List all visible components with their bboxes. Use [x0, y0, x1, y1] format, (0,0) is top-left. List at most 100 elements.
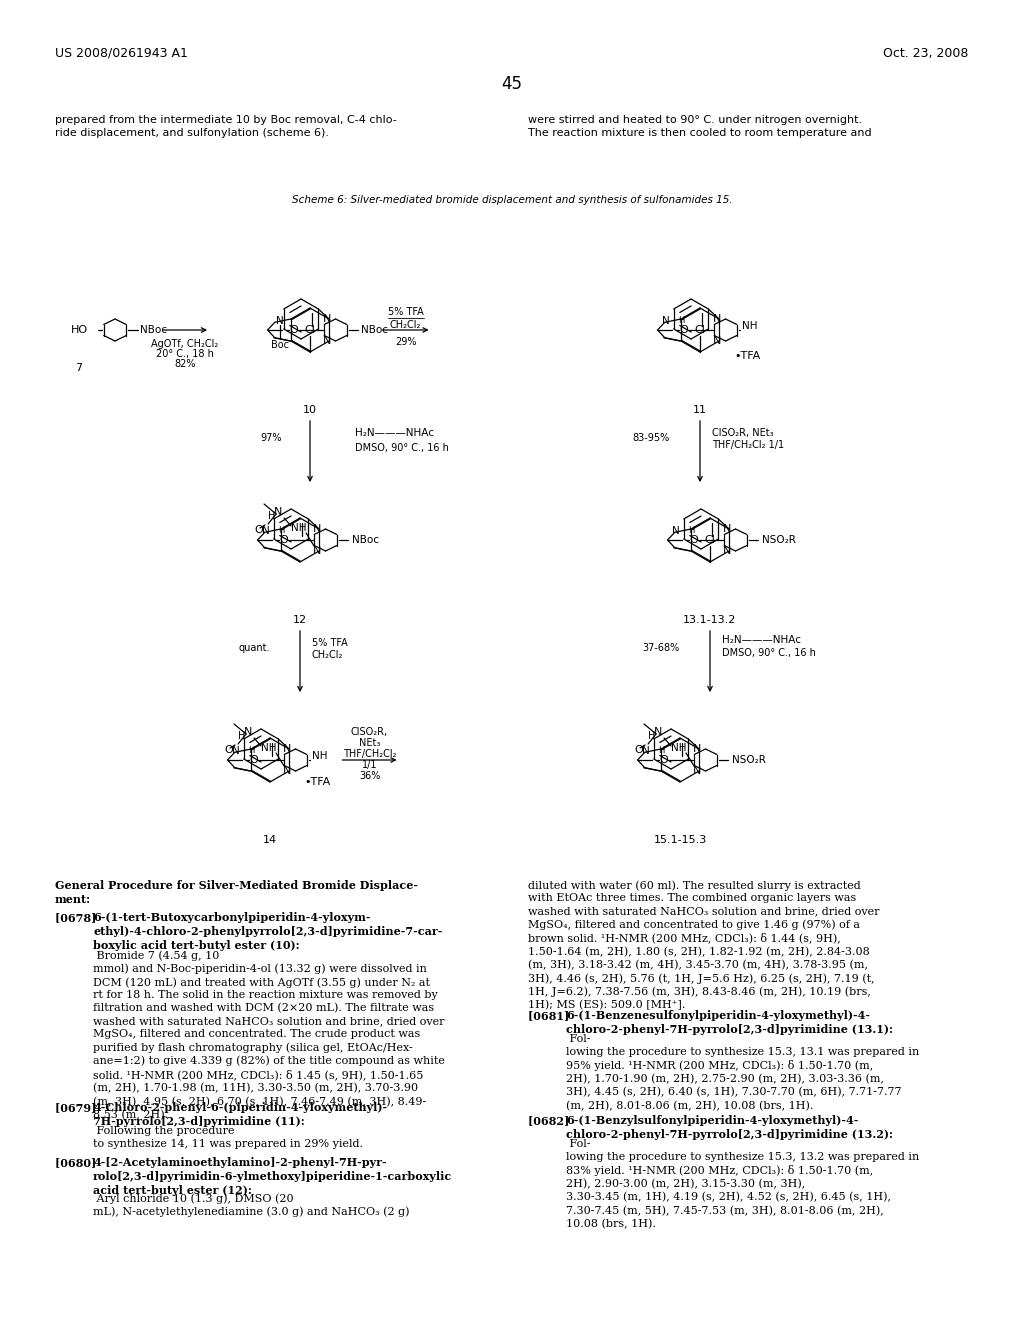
Text: N: N — [232, 746, 240, 755]
Text: ClSO₂R,: ClSO₂R, — [351, 727, 388, 737]
Text: 29%: 29% — [395, 337, 417, 347]
Text: H: H — [648, 731, 655, 741]
Text: N: N — [663, 315, 670, 326]
Text: 4-Chloro-2-phenyl-6-(piperidin-4-yloxymethyl)-
7H-pyrrolo[2,3-d]pyrimidine (11):: 4-Chloro-2-phenyl-6-(piperidin-4-yloxyme… — [93, 1102, 387, 1127]
Text: N: N — [262, 525, 270, 536]
Text: H: H — [248, 746, 254, 755]
Text: [0681]: [0681] — [528, 1010, 581, 1020]
Text: THF/CH₂Cl₂: THF/CH₂Cl₂ — [343, 748, 396, 759]
Text: NH: NH — [291, 523, 307, 533]
Text: 13.1-13.2: 13.1-13.2 — [683, 615, 736, 624]
Text: H: H — [239, 731, 246, 741]
Text: 36%: 36% — [358, 771, 380, 781]
Text: 14: 14 — [263, 836, 278, 845]
Text: [0680]: [0680] — [55, 1158, 108, 1168]
Text: US 2008/0261943 A1: US 2008/0261943 A1 — [55, 48, 187, 59]
Text: N: N — [273, 507, 283, 517]
Text: ClSO₂R, NEt₃: ClSO₂R, NEt₃ — [712, 428, 773, 438]
Text: NSO₂R: NSO₂R — [762, 535, 796, 545]
Text: Bromide 7 (4.54 g, 10
mmol) and N-Boc-piperidin-4-ol (13.32 g) were dissolved in: Bromide 7 (4.54 g, 10 mmol) and N-Boc-pi… — [93, 950, 444, 1121]
Text: Cl: Cl — [705, 535, 716, 545]
Text: 5% TFA: 5% TFA — [312, 638, 348, 648]
Text: NBoc: NBoc — [140, 325, 167, 335]
Text: DMSO, 90° C., 16 h: DMSO, 90° C., 16 h — [355, 444, 449, 453]
Text: N: N — [723, 546, 731, 556]
Text: •TFA: •TFA — [304, 777, 331, 787]
Text: N: N — [276, 315, 284, 326]
Text: H₂N———NHAc: H₂N———NHAc — [722, 635, 801, 645]
Text: O: O — [659, 755, 668, 766]
Text: N: N — [672, 525, 680, 536]
Text: N: N — [693, 744, 701, 754]
Text: [0679]: [0679] — [55, 1102, 108, 1113]
Text: N: N — [323, 337, 331, 346]
Text: 15.1-15.3: 15.1-15.3 — [653, 836, 707, 845]
Text: 12: 12 — [293, 615, 307, 624]
Text: NSO₂R: NSO₂R — [731, 755, 765, 766]
Text: O: O — [289, 325, 298, 335]
Text: AgOTf, CH₂Cl₂: AgOTf, CH₂Cl₂ — [152, 339, 219, 348]
Text: N: N — [323, 314, 331, 323]
Text: N: N — [713, 337, 721, 346]
Text: were stirred and heated to 90° C. under nitrogen overnight.
The reaction mixture: were stirred and heated to 90° C. under … — [528, 115, 871, 139]
Text: 11: 11 — [693, 405, 707, 414]
Text: Cl: Cl — [304, 325, 315, 335]
Text: N: N — [723, 524, 731, 535]
Text: N: N — [313, 524, 322, 535]
Text: H: H — [688, 527, 694, 535]
Text: O: O — [255, 525, 263, 535]
Text: N: N — [283, 766, 291, 776]
Text: Fol-
lowing the procedure to synthesize 15.3, 13.2 was prepared in
83% yield. ¹H: Fol- lowing the procedure to synthesize … — [566, 1139, 920, 1229]
Text: Boc: Boc — [270, 339, 289, 350]
Text: N: N — [283, 744, 291, 754]
Text: DMSO, 90° C., 16 h: DMSO, 90° C., 16 h — [722, 648, 816, 657]
Text: prepared from the intermediate 10 by Boc removal, C-4 chlo-
ride displacement, a: prepared from the intermediate 10 by Boc… — [55, 115, 396, 139]
Text: General Procedure for Silver-Mediated Bromide Displace-
ment:: General Procedure for Silver-Mediated Br… — [55, 880, 418, 906]
Text: 6-(1-Benzylsulfonylpiperidin-4-yloxymethyl)-4-
chloro-2-phenyl-7H-pyrrolo[2,3-d]: 6-(1-Benzylsulfonylpiperidin-4-yloxymeth… — [566, 1115, 893, 1140]
Text: NH: NH — [741, 321, 757, 331]
Text: 4-[2-Acetylaminoethylamino]-2-phenyl-7H-pyr-
rolo[2,3-d]pyrimidin-6-ylmethoxy]pi: 4-[2-Acetylaminoethylamino]-2-phenyl-7H-… — [93, 1158, 453, 1196]
Text: NEt₃: NEt₃ — [358, 738, 380, 748]
Text: N: N — [642, 746, 650, 755]
Text: 6-(1-Benzenesulfonylpiperidin-4-yloxymethyl)-4-
chloro-2-phenyl-7H-pyrrolo[2,3-d: 6-(1-Benzenesulfonylpiperidin-4-yloxymet… — [566, 1010, 893, 1035]
Text: NH: NH — [311, 751, 327, 762]
Text: NH: NH — [672, 743, 687, 752]
Text: O: O — [280, 535, 288, 545]
Text: HO: HO — [71, 325, 88, 335]
Text: N: N — [654, 727, 663, 737]
Text: N: N — [713, 314, 721, 323]
Text: H₂N———NHAc: H₂N———NHAc — [355, 428, 434, 438]
Text: 82%: 82% — [174, 359, 196, 370]
Text: Oct. 23, 2008: Oct. 23, 2008 — [883, 48, 968, 59]
Text: Aryl chloride 10 (1.3 g), DMSO (20
mL), N-acetylethylenediamine (3.0 g) and NaHC: Aryl chloride 10 (1.3 g), DMSO (20 mL), … — [93, 1193, 410, 1217]
Text: 5% TFA: 5% TFA — [388, 308, 423, 317]
Text: 7: 7 — [75, 363, 82, 374]
Text: 83-95%: 83-95% — [633, 433, 670, 444]
Text: [0678]: [0678] — [55, 912, 108, 923]
Text: Cl: Cl — [694, 325, 706, 335]
Text: Fol-
lowing the procedure to synthesize 15.3, 13.1 was prepared in
95% yield. ¹H: Fol- lowing the procedure to synthesize … — [566, 1034, 920, 1110]
Text: N: N — [313, 546, 322, 556]
Text: O: O — [679, 325, 688, 335]
Text: O: O — [224, 744, 233, 755]
Text: Scheme 6: Silver-mediated bromide displacement and synthesis of sulfonamides 15.: Scheme 6: Silver-mediated bromide displa… — [292, 195, 732, 205]
Text: H: H — [657, 746, 665, 755]
Text: 97%: 97% — [260, 433, 282, 444]
Text: O: O — [689, 535, 698, 545]
Text: 20° C., 18 h: 20° C., 18 h — [156, 348, 214, 359]
Text: 45: 45 — [502, 75, 522, 92]
Text: 1/1: 1/1 — [361, 760, 377, 770]
Text: CH₂Cl₂: CH₂Cl₂ — [390, 319, 421, 330]
Text: NBoc: NBoc — [360, 325, 387, 335]
Text: NH: NH — [261, 743, 276, 752]
Text: 6-(1-tert-Butoxycarbonylpiperidin-4-yloxym-
ethyl)-4-chloro-2-phenylpyrrolo[2,3-: 6-(1-tert-Butoxycarbonylpiperidin-4-ylox… — [93, 912, 442, 952]
Text: H: H — [678, 317, 684, 325]
Text: H: H — [278, 527, 285, 535]
Text: NBoc: NBoc — [351, 535, 379, 545]
Text: O: O — [635, 744, 643, 755]
Text: 10: 10 — [303, 405, 317, 414]
Text: •TFA: •TFA — [734, 351, 761, 360]
Text: [0682]: [0682] — [528, 1115, 581, 1126]
Text: THF/CH₂Cl₂ 1/1: THF/CH₂Cl₂ 1/1 — [712, 440, 784, 450]
Text: O: O — [249, 755, 258, 766]
